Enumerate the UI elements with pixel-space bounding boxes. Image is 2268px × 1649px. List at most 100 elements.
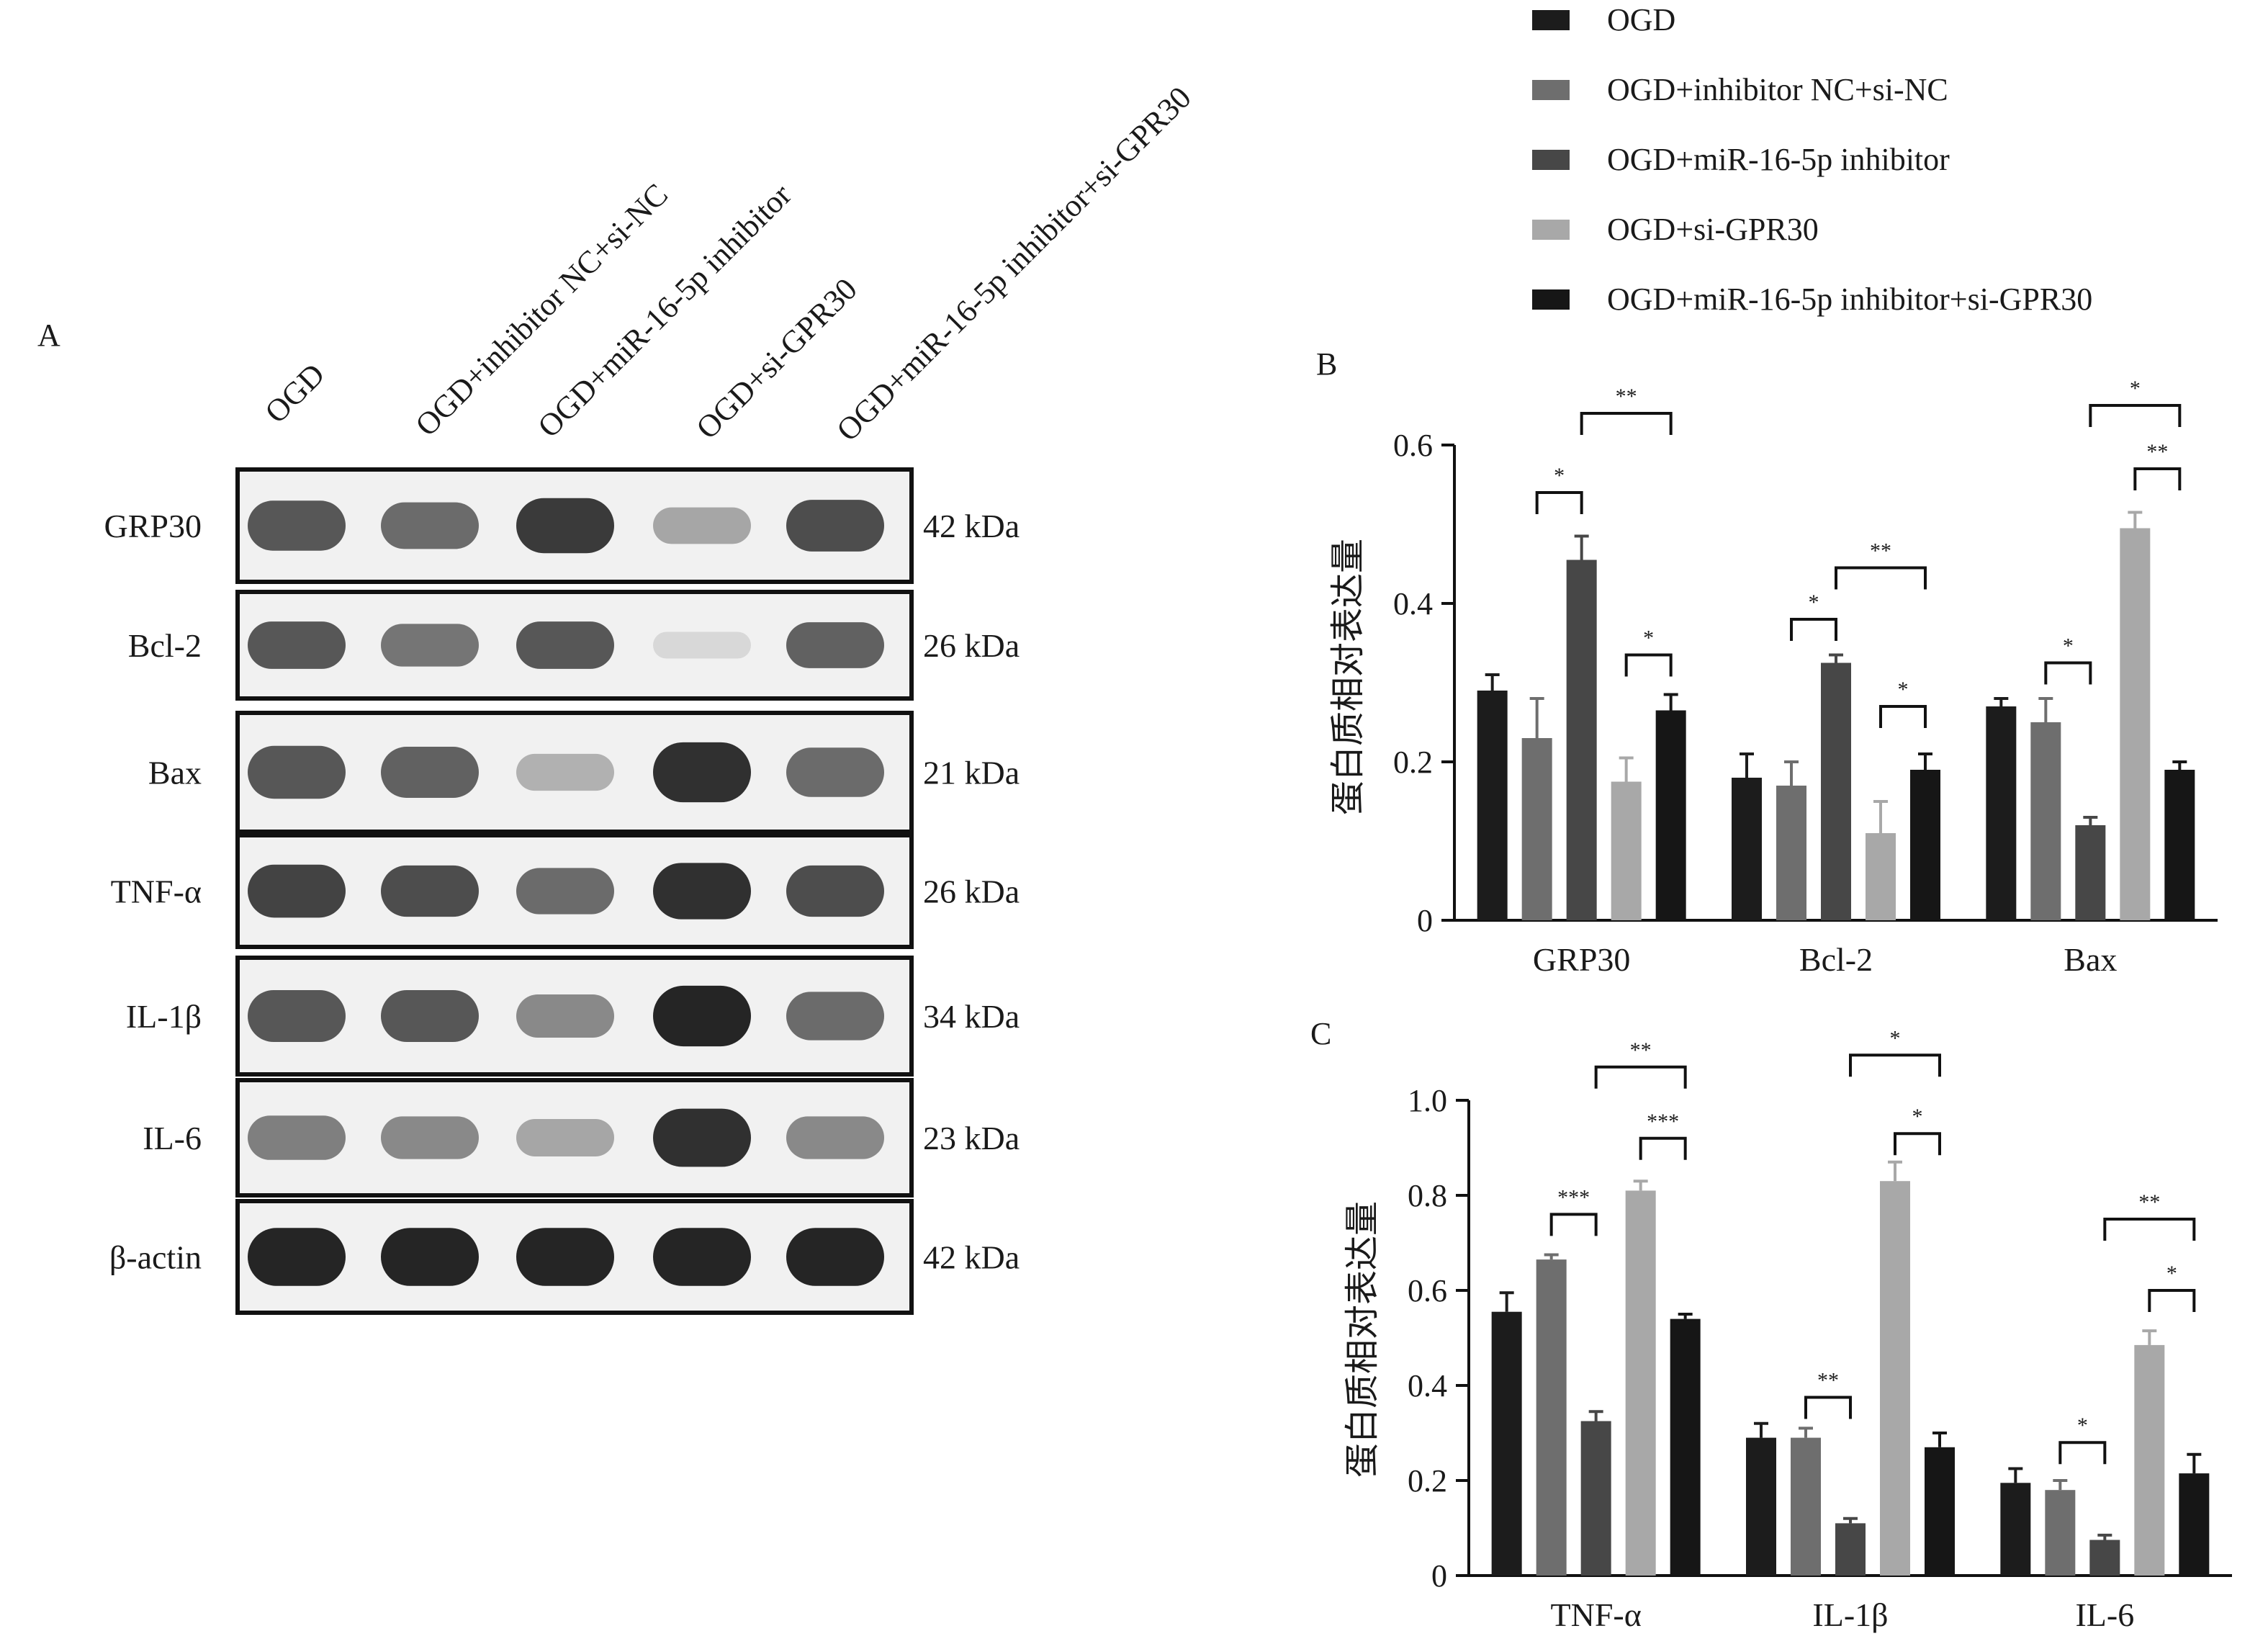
lane-label: OGD+miR-16-5p inhibitor [531,177,798,444]
blot-band [248,621,346,669]
significance-bracket [1894,1132,1941,1156]
legend-label: OGD+miR-16-5p inhibitor [1607,142,1950,177]
significance-label: * [1643,626,1654,650]
bar [1477,691,1508,920]
blot-band [653,1108,751,1167]
bar [1521,738,1552,920]
legend-label: OGD+inhibitor NC+si-NC [1607,72,1948,107]
bar [1776,786,1806,920]
blot-band [786,1116,884,1159]
blot-band [653,742,751,803]
blot-band [786,747,884,797]
significance-bracket [1849,1053,1941,1077]
blot-band [248,1228,346,1286]
protein-label: IL-1β [126,998,202,1035]
legend-swatch [1532,289,1570,310]
bar [2120,528,2151,920]
significance-bracket [1535,491,1583,514]
bar [1566,560,1597,920]
bar [1536,1259,1567,1576]
blot-band [381,502,479,549]
x-tick-label: Bax [2064,941,2117,978]
significance-bracket [1624,653,1673,677]
blot-band [653,863,751,920]
protein-label: β-actin [109,1239,202,1276]
blot-band [248,745,346,799]
y-tick-label: 0.4 [1393,586,1433,621]
significance-label: ** [1630,1038,1652,1062]
blot-band [516,498,614,554]
bar [1910,770,1940,920]
significance-label: ** [1870,539,1891,563]
significance-label: ** [1616,385,1637,408]
bar [1986,706,2017,920]
significance-label: * [1898,678,1909,701]
significance-bracket [2133,467,2182,490]
legend-swatch [1532,80,1570,100]
significance-bracket [1594,1065,1687,1089]
blot-band [786,992,884,1041]
blot-band [248,1115,346,1160]
significance-bracket [1549,1213,1598,1236]
bar [1611,781,1642,920]
significance-label: * [1890,1026,1901,1050]
bar [1791,1437,1821,1576]
bar [2164,770,2195,920]
bar [1655,710,1686,920]
kda-label: 21 kDa [923,755,1020,791]
blot-band [248,864,346,918]
significance-bracket [2089,404,2182,427]
blot-band [653,985,751,1047]
blot-band [786,865,884,917]
significance-label: * [1912,1105,1923,1128]
bar [1625,1190,1656,1576]
significance-label: ** [2138,1190,2160,1214]
kda-label: 26 kDa [923,627,1020,664]
significance-bracket [1879,705,1927,728]
kda-label: 42 kDa [923,1239,1020,1276]
significance-bracket [1835,566,1927,590]
blot-band [653,632,751,659]
significance-bracket [1790,618,1837,641]
legend-swatch [1532,10,1570,30]
blot-band [516,1119,614,1156]
kda-label: 23 kDa [923,1120,1020,1156]
bar [1866,833,1896,920]
blot-band [381,865,479,917]
significance-label: * [1554,464,1565,487]
blot-band [516,1228,614,1286]
y-tick-label: 0.4 [1408,1368,1447,1403]
y-tick-label: 0.6 [1393,428,1433,463]
y-tick-label: 0.2 [1408,1463,1447,1499]
blot-band [381,747,479,798]
protein-label: TNF-α [111,873,202,910]
x-tick-label: GRP30 [1533,941,1630,978]
bar [2134,1344,2165,1576]
bar [2089,1540,2120,1576]
y-axis-label: 蛋白质相对表达量 [1329,539,1367,815]
significance-bracket [2148,1289,2196,1312]
lane-label: OGD [258,356,331,430]
blot-band [248,989,346,1043]
significance-label: * [2077,1414,2088,1437]
x-tick-label: IL-6 [2075,1596,2134,1633]
blot-band [516,868,614,915]
blot-band [248,500,346,551]
panel-label: C [1310,1016,1331,1051]
bar [2045,1490,2076,1576]
significance-bracket [1804,1396,1852,1419]
bar [1821,662,1851,920]
kda-label: 42 kDa [923,508,1020,544]
bar [1835,1523,1866,1576]
y-tick-label: 0.2 [1393,745,1433,780]
panel-label-a: A [37,318,60,353]
significance-label: *** [1557,1185,1590,1209]
protein-label: GRP30 [104,508,202,544]
significance-label: ** [2146,440,2168,464]
significance-label: * [2166,1262,2177,1285]
bar [2179,1473,2210,1576]
significance-bracket [2103,1218,2196,1241]
significance-bracket [1639,1136,1687,1160]
significance-label: * [2130,377,2141,400]
